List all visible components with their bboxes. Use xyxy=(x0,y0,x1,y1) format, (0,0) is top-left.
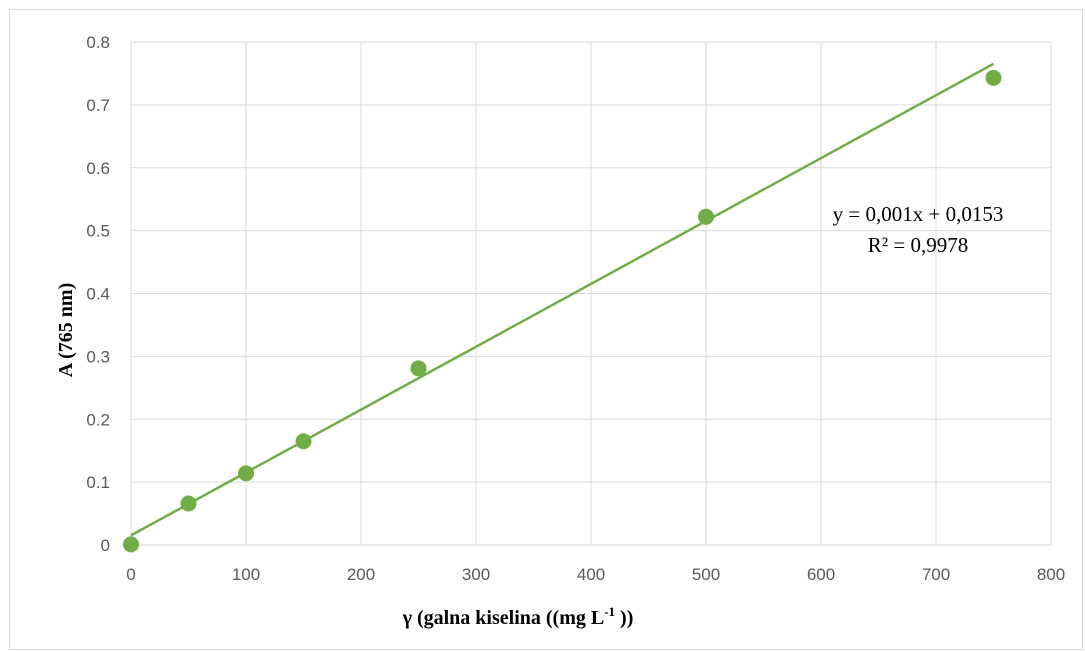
x-tick-label: 700 xyxy=(922,565,950,584)
x-tick-label: 800 xyxy=(1037,565,1065,584)
x-axis-title-main: γ (galna kiselina ((mg L xyxy=(402,607,605,629)
x-axis-ticks: 0 100 200 300 400 500 600 700 800 xyxy=(126,565,1065,584)
y-tick-label: 0.6 xyxy=(86,159,110,178)
x-tick-label: 100 xyxy=(232,565,260,584)
y-axis-ticks: 0 0.1 0.2 0.3 0.4 0.5 0.6 0.7 0.8 xyxy=(86,33,110,555)
y-tick-label: 0.4 xyxy=(86,285,110,304)
data-point xyxy=(238,465,254,482)
trendline-group xyxy=(130,62,995,537)
data-point xyxy=(698,208,714,225)
trendline-r-squared: R² = 0,9978 xyxy=(868,233,968,257)
y-tick-label: 0 xyxy=(101,536,110,555)
data-points xyxy=(123,69,1002,553)
data-point xyxy=(410,360,427,377)
x-tick-label: 600 xyxy=(807,565,835,584)
y-tick-label: 0.5 xyxy=(86,222,110,241)
chart-area xyxy=(9,9,1083,650)
y-tick-label: 0.1 xyxy=(86,473,110,492)
x-tick-label: 0 xyxy=(126,565,135,584)
x-axis-title-superscript: -1 xyxy=(604,604,615,619)
linear-trendline xyxy=(130,62,995,537)
x-tick-label: 200 xyxy=(347,565,375,584)
x-tick-label: 300 xyxy=(462,565,490,584)
data-point xyxy=(123,536,139,553)
y-tick-label: 0.8 xyxy=(86,33,110,52)
data-point xyxy=(985,69,1002,86)
x-tick-label: 500 xyxy=(692,565,720,584)
y-tick-label: 0.2 xyxy=(86,410,110,429)
y-tick-label: 0.7 xyxy=(86,96,110,115)
trendline-equation: y = 0,001x + 0,0153 xyxy=(833,202,1004,226)
x-axis-title-end: )) xyxy=(615,607,633,629)
y-axis-title: A (765 nm) xyxy=(55,283,77,377)
data-point xyxy=(180,495,197,512)
y-tick-label: 0.3 xyxy=(86,347,110,366)
x-axis-title: γ (galna kiselina ((mg L-1 )) xyxy=(402,604,634,629)
data-point xyxy=(295,433,312,450)
gridlines xyxy=(130,41,1052,546)
x-tick-label: 400 xyxy=(577,565,605,584)
